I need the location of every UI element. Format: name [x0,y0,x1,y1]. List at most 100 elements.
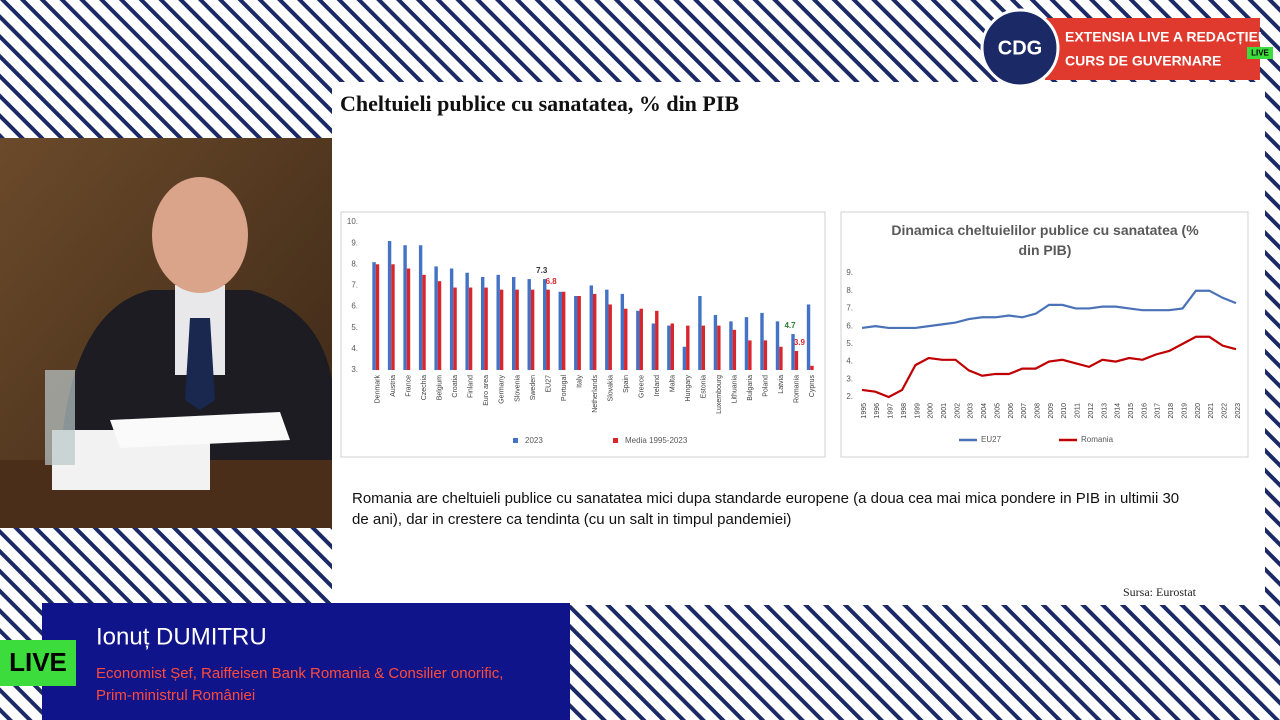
x-tick-label: Portugal [561,375,568,402]
x-tick-label: Lithuania [731,375,738,404]
bar [577,296,581,370]
x-tick-label: 2006 [1008,403,1015,419]
bar [434,266,438,370]
data-label: 4.7 [784,321,796,330]
banner-line: CURS DE GUVERNARE [1065,53,1221,69]
slide-title: Cheltuieli publice cu sanatatea, % din P… [340,91,739,116]
x-tick-label: 1999 [914,403,921,419]
x-tick-label: Slovakia [607,375,614,402]
bar [530,289,535,370]
bar [636,310,640,370]
bar [748,340,752,370]
bar [527,279,531,370]
x-tick-label: 2012 [1088,403,1095,419]
x-tick-label: 2018 [1168,403,1175,419]
x-tick-label: 1997 [888,403,895,419]
x-tick-label: Italy [576,375,583,388]
x-tick-label: Hungary [685,375,692,402]
legend-label: Romania [1081,435,1114,444]
bar [620,293,625,370]
chart-frame [340,211,826,458]
data-label: 3.9 [794,338,806,347]
bar [682,346,687,370]
x-tick-label: 2017 [1155,403,1162,419]
bar [713,315,718,370]
x-tick-label: Bulgaria [747,375,754,401]
y-tick-label: 4. [846,357,853,366]
x-tick-label: Germany [499,375,506,404]
bar [372,262,376,370]
x-tick-label: Denmark [375,375,382,404]
y-tick-label: 2. [846,392,853,401]
y-tick-label: 3. [846,374,853,383]
x-tick-label: Finland [468,375,475,398]
bar [651,323,656,370]
bar [465,272,469,370]
x-tick-label: Czechia [421,375,428,400]
bar [468,287,473,370]
x-tick-label: Ireland [654,375,661,397]
x-tick-label: Slovenia [514,375,521,402]
bar [717,325,721,370]
bar [760,312,764,370]
x-tick-label: 1996 [874,403,881,419]
bar [794,350,799,370]
x-tick-label: 2004 [981,403,988,419]
bar [593,293,597,370]
x-tick-label: Netherlands [592,375,599,413]
live-badge: LIVE [9,647,67,677]
bar [406,268,411,370]
bar [418,245,423,370]
x-tick-label: Spain [623,375,630,393]
y-tick-label: 6. [846,321,853,330]
x-tick-label: EU27 [545,375,552,393]
y-tick-label: 9. [846,268,853,277]
bar [453,287,457,370]
bar [484,287,488,370]
legend-label: 2023 [525,436,543,445]
line-series [861,289,1237,330]
bar [729,321,733,370]
x-tick-label: Poland [763,375,770,397]
bar [546,289,550,370]
bar [496,274,500,370]
y-tick-label: 7. [846,304,853,313]
bar [480,276,485,370]
bar [763,340,768,370]
x-tick-label: Romania [794,375,801,403]
bar [558,291,562,370]
live-badge-small: LIVE [1251,49,1269,58]
y-tick-label: 6. [351,302,358,311]
x-tick-label: Malta [669,375,676,392]
bar [515,289,519,370]
x-tick-label: Estonia [700,375,707,398]
bar [512,276,516,370]
y-tick-label: 8. [351,259,358,268]
x-tick-label: 2010 [1061,403,1068,419]
x-tick-label: Latvia [778,375,785,394]
x-tick-label: 2013 [1101,403,1108,419]
x-tick-label: 2014 [1115,403,1122,419]
bar [403,245,407,370]
x-tick-label: Belgium [437,375,444,400]
bar [574,296,578,370]
bar [779,346,783,370]
x-tick-label: 2021 [1208,403,1215,419]
bar [437,281,442,370]
chart-title: Dinamica cheltuielilor publice cu sanata… [891,222,1199,258]
x-tick-label: 2022 [1221,403,1228,419]
legend-swatch [513,438,518,443]
bar [698,296,702,370]
y-tick-label: 10. [347,217,358,226]
y-tick-label: 5. [846,339,853,348]
x-tick-label: 2002 [954,403,961,419]
logo-text: CDG [998,37,1042,59]
bar [810,365,814,370]
x-tick-label: 2009 [1048,403,1055,419]
bar [387,241,392,370]
logo: CDG EXTENSIA LIVE A REDACȚIEI CURS DE GU… [980,8,1273,88]
x-tick-label: 2005 [994,403,1001,419]
x-tick-label: Croatia [452,375,459,398]
